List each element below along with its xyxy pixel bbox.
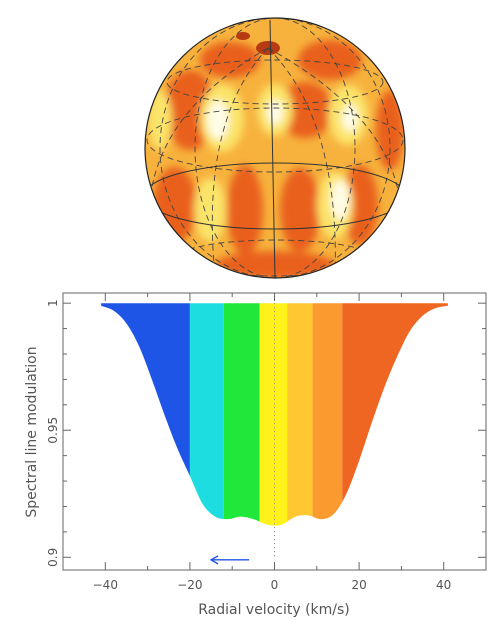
velocity-band-7	[342, 303, 448, 526]
line-profile-plot: −40 −20 0 20 40 0.9 0.95 1 Radial velocity (km…	[24, 292, 487, 618]
hot-region	[267, 99, 283, 125]
x-tick-label: −20	[177, 578, 202, 592]
spot	[298, 40, 362, 80]
y-tick-label: 0.95	[46, 417, 60, 444]
y-axis-ticks: 0.9 0.95 1	[46, 299, 486, 567]
y-tick-label: 1	[46, 299, 60, 307]
x-axis-title: Radial velocity (km/s)	[198, 602, 350, 618]
velocity-band-6	[312, 303, 343, 526]
x-tick-label: 40	[436, 578, 451, 592]
star-spots	[148, 40, 404, 278]
y-axis-title: Spectral line modulation	[24, 346, 40, 517]
x-tick-label: 20	[351, 578, 366, 592]
bright-region	[148, 90, 172, 150]
spot	[280, 168, 320, 252]
spot	[227, 165, 263, 255]
x-tick-label: 0	[271, 578, 279, 592]
velocity-band-1	[101, 303, 190, 526]
motion-arrow-head	[209, 555, 219, 565]
hot-region	[331, 180, 349, 220]
velocity-band-4	[259, 303, 288, 526]
spot	[277, 82, 333, 138]
velocity-band-2	[189, 303, 224, 526]
star-surface-map	[144, 17, 406, 279]
y-tick-label: 0.9	[46, 548, 60, 567]
hot-region	[207, 100, 229, 140]
plot-marks	[209, 303, 275, 565]
velocity-band-5	[287, 303, 313, 526]
star-limb	[144, 17, 406, 279]
dark-spot	[236, 32, 250, 40]
x-axis-ticks: −40 −20 0 20 40	[62, 293, 487, 592]
equator-line	[145, 162, 405, 230]
spot	[200, 42, 260, 78]
central-meridian	[269, 19, 276, 278]
x-tick-label: −40	[93, 578, 118, 592]
spot	[342, 165, 378, 245]
velocity-band-3	[223, 303, 260, 526]
